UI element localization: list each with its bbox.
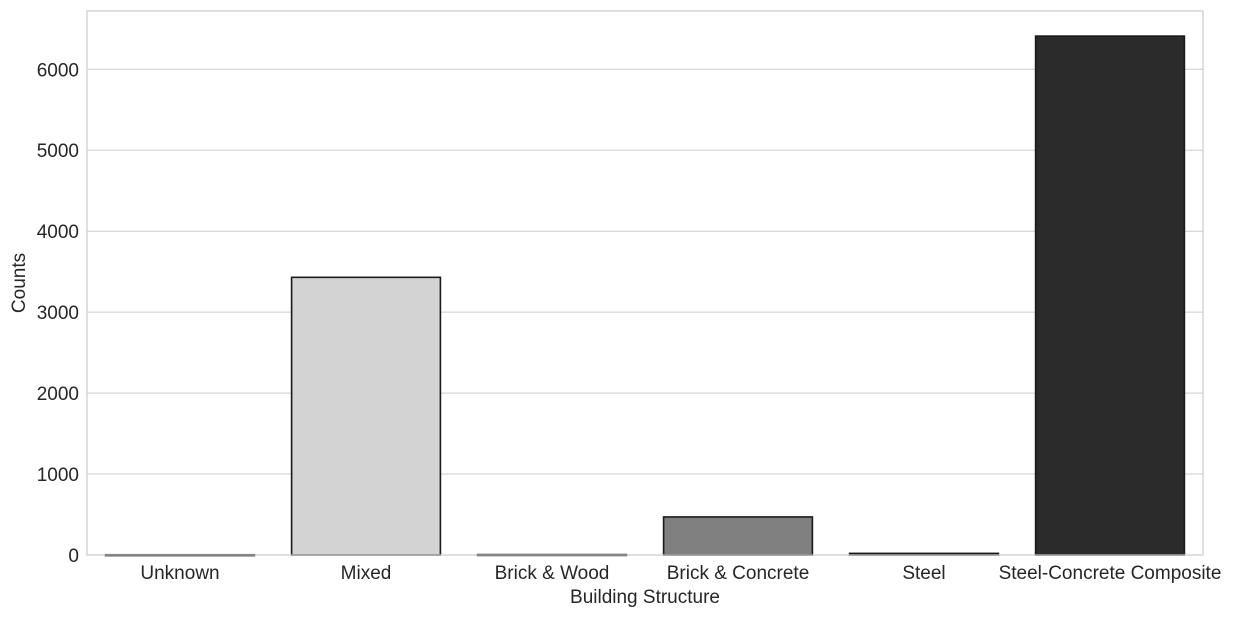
- x-tick-label: Steel: [902, 563, 945, 584]
- y-tick-label: 1000: [37, 465, 79, 486]
- bar-mixed: [290, 276, 442, 556]
- bar-layer: [104, 35, 1186, 557]
- bar-steel-concrete-composite: [1034, 35, 1186, 556]
- x-tick-label: Mixed: [341, 563, 392, 584]
- x-tick-label: Brick & Wood: [495, 563, 610, 584]
- x-tick-labels: Unknown Mixed Brick & Wood Brick & Concrete…: [140, 563, 1221, 584]
- y-tick-label: 6000: [37, 60, 79, 81]
- y-tick-label: 4000: [37, 222, 79, 243]
- y-axis-label: Counts: [9, 253, 30, 313]
- grid-layer: [87, 68, 1203, 556]
- plot-frame: [86, 10, 1204, 556]
- y-tick-label: 3000: [37, 303, 79, 324]
- y-tick-label: 5000: [37, 141, 79, 162]
- y-tick-label: 0: [68, 546, 79, 567]
- x-tick-label: Steel-Concrete Composite: [999, 563, 1222, 584]
- x-tick-label: Unknown: [140, 563, 219, 584]
- x-axis-label: Building Structure: [570, 587, 720, 608]
- y-tick-labels: 0 1000 2000 3000 4000 5000 6000: [37, 60, 79, 567]
- y-tick-label: 2000: [37, 384, 79, 405]
- bar-brick-concrete: [662, 516, 814, 556]
- x-tick-label: Brick & Concrete: [667, 563, 810, 584]
